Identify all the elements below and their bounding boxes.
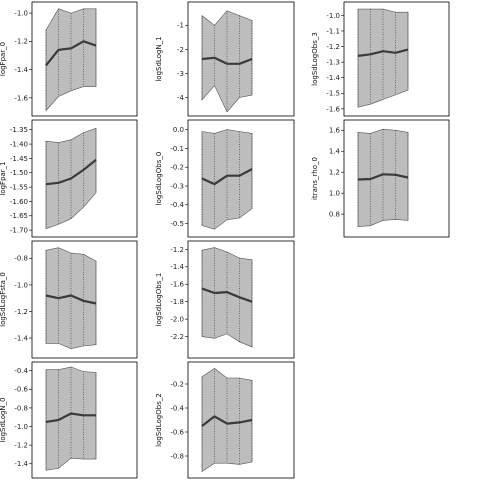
y-axis-title: logSdLogObs_2: [155, 393, 163, 447]
y-tick-label: -1.5: [326, 90, 340, 98]
panel-frame: [187, 119, 295, 238]
y-tick-label: -0.8: [14, 255, 28, 263]
mean-line: [45, 40, 97, 67]
mean-line: [201, 168, 253, 186]
y-tick-label: -0.6: [170, 428, 184, 436]
y-tick-label: -0.2: [170, 380, 184, 388]
y-tick-label: -1.65: [10, 212, 28, 220]
panel-frame: [187, 361, 295, 479]
panel-frame: [31, 240, 138, 359]
y-tick-label: 1.2: [329, 169, 340, 177]
y-tick-label: -1.4: [326, 74, 340, 82]
y-tick-label: -1.6: [170, 281, 184, 289]
y-tick-label: -1.45: [10, 155, 28, 163]
y-tick-label: -0.4: [14, 367, 28, 375]
mean-line: [201, 415, 253, 427]
y-tick-label: -1: [177, 22, 184, 30]
y-tick-label: -0.8: [14, 404, 28, 412]
y-tick-label: -1.50: [10, 169, 28, 177]
panel-frame: [31, 1, 138, 117]
y-axis-title: logSdLogN_1: [155, 36, 163, 81]
y-tick-label: 1.6: [329, 127, 341, 135]
panel-frame: [187, 240, 295, 359]
y-tick-label: -1.4: [14, 334, 28, 342]
y-tick-label: -2: [177, 46, 184, 54]
chart-panel-logSdLogN_0: -0.4 -0.6 -0.8 -1.0 -1.2 -1.4 logSdLogN_0: [0, 361, 138, 479]
confidence-band: [201, 129, 253, 230]
y-axis-title: logSdLogObs_3: [311, 32, 319, 86]
y-tick-label: 0.0: [173, 126, 184, 134]
chart-panel-logFpar_0: -1.0 -1.2 -1.4 -1.6 logFpar_0: [0, 1, 138, 117]
y-tick-label: -0.6: [14, 386, 28, 394]
panel-frame: [31, 119, 138, 238]
y-tick-label: -1.0: [326, 12, 340, 20]
y-tick-label: -1.2: [326, 43, 340, 51]
y-tick-label: -1.55: [10, 184, 28, 192]
panel-frame: [31, 361, 138, 479]
y-tick-label: -0.2: [170, 164, 184, 172]
mean-line: [201, 287, 253, 303]
y-tick-label: -0.1: [170, 145, 184, 153]
y-tick-label: -1.1: [326, 27, 340, 35]
mean-line: [45, 294, 97, 305]
y-tick-label: -1.4: [14, 66, 28, 74]
mean-line: [357, 173, 409, 181]
chart-panel-logSdLogObs_0: 0.0 -0.1 -0.2 -0.3 -0.4 -0.5 logSdLogObs_0: [155, 119, 295, 238]
y-tick-label: -1.4: [14, 460, 28, 468]
mean-line: [357, 48, 409, 57]
y-axis-title: logSdLogFsta_0: [0, 272, 7, 327]
y-tick-label: -0.4: [170, 404, 184, 412]
chart-panel-logSdLogObs_1: -1.2 -1.4 -1.6 -1.8 -2.0 -2.2 logSdLogObs_1: [155, 240, 295, 359]
y-tick-label: -1.0: [14, 9, 28, 17]
y-tick-label: -1.40: [10, 140, 28, 148]
y-tick-label: -1.2: [14, 442, 28, 450]
chart-panel-logSdLogObs_3: -1.0 -1.1 -1.2 -1.3 -1.4 -1.5 -1.6 logSdLogObs_…: [311, 1, 450, 117]
y-axis-title: logSdLogObs_1: [155, 273, 163, 327]
y-tick-label: -1.35: [10, 126, 28, 134]
chart-panel-itrans_rho_0: 1.6 1.4 1.2 1.0 0.8 itrans_rho_0: [311, 119, 450, 238]
y-tick-label: -0.3: [170, 182, 184, 190]
y-axis-title: itrans_rho_0: [311, 157, 319, 200]
y-tick-label: -1.2: [14, 38, 28, 46]
y-tick-label: -1.4: [170, 263, 184, 271]
y-axis-title: logFpar_1: [0, 161, 7, 195]
y-tick-label: -1.3: [326, 59, 340, 67]
chart-panel-logSdLogFsta_0: -0.8 -1.0 -1.2 -1.4 logSdLogFsta_0: [0, 240, 138, 359]
y-tick-label: -4: [177, 94, 185, 102]
y-tick-label: -3: [177, 70, 184, 78]
y-axis-title: logFpar_0: [0, 42, 7, 76]
y-tick-label: -2.0: [170, 316, 184, 324]
chart-panel-logFpar_1: -1.35 -1.40 -1.45 -1.50 -1.55 -1.60 -1.65 -1.70…: [0, 119, 138, 238]
mean-line: [45, 159, 97, 186]
y-tick-label: -0.8: [170, 452, 184, 460]
y-tick-label: -2.2: [170, 333, 184, 341]
y-tick-label: 1.0: [329, 190, 340, 198]
y-tick-label: -1.8: [170, 298, 184, 306]
y-tick-label: -1.70: [10, 227, 28, 235]
panel-frame: [343, 119, 450, 238]
confidence-band: [45, 8, 97, 112]
y-tick-label: -1.0: [14, 281, 28, 289]
y-tick-label: -1.6: [14, 94, 28, 102]
y-tick-label: -0.5: [170, 220, 184, 228]
panel-frame: [187, 1, 295, 117]
y-tick-label: 1.4: [329, 148, 341, 156]
y-axis-title: logSdLogObs_0: [155, 152, 163, 206]
y-tick-label: -0.4: [170, 201, 184, 209]
chart-panel-logSdLogN_1: -1 -2 -3 -4 logSdLogN_1: [155, 1, 295, 117]
panel-frame: [343, 1, 450, 117]
mean-line: [201, 56, 253, 65]
y-tick-label: -1.6: [326, 105, 340, 113]
y-tick-label: 0.8: [329, 211, 340, 219]
y-tick-label: -1.0: [14, 423, 28, 431]
mean-line: [45, 412, 96, 423]
y-tick-label: -1.60: [10, 198, 28, 206]
chart-panel-logSdLogObs_2: -0.2 -0.4 -0.6 -0.8 logSdLogObs_2: [155, 361, 295, 479]
y-tick-label: -1.2: [14, 308, 28, 316]
y-tick-label: -1.2: [170, 246, 184, 254]
y-axis-title: logSdLogN_0: [0, 397, 7, 442]
